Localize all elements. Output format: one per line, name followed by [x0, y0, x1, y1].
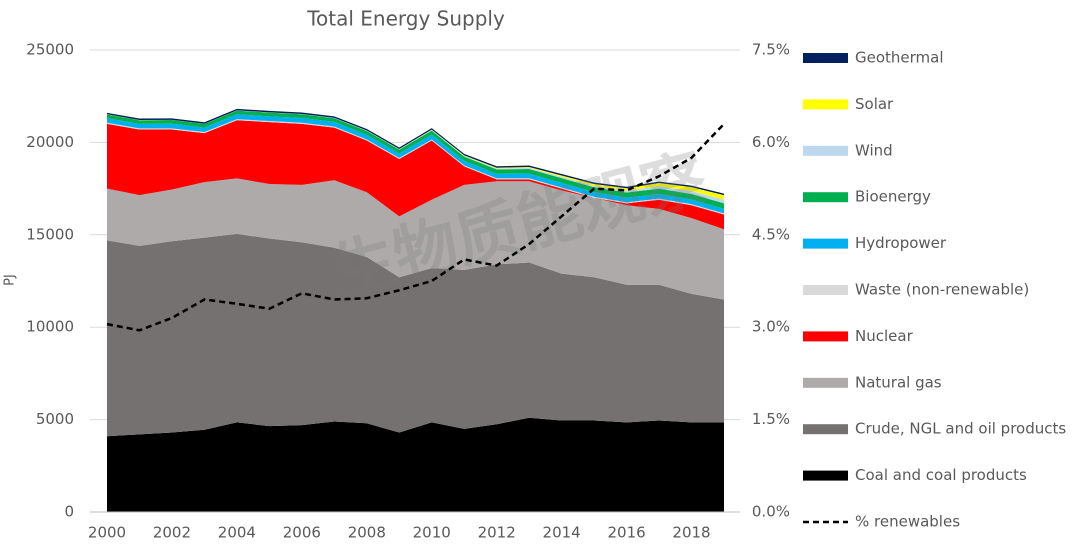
- legend-label: Wind: [855, 141, 893, 159]
- area: [107, 110, 724, 209]
- legend-swatch: [803, 53, 848, 63]
- y-axis-label: PJ: [3, 274, 18, 286]
- area: [107, 114, 724, 214]
- x-tick-label: 2016: [607, 524, 645, 542]
- y2-tick-label: 1.5%: [752, 410, 790, 428]
- legend-label: % renewables: [855, 513, 960, 531]
- legend-swatch: [803, 285, 848, 295]
- legend-label: Geothermal: [855, 49, 944, 67]
- x-tick-label: 2014: [543, 524, 581, 542]
- chart-title: Total Energy Supply: [306, 7, 505, 31]
- y2-tick-label: 3.0%: [752, 318, 790, 336]
- x-tick-label: 2002: [153, 524, 191, 542]
- area: [107, 120, 724, 230]
- y2-tick-label: 0.0%: [752, 503, 790, 521]
- x-tick-label: 2018: [672, 524, 710, 542]
- y2-tick-label: 6.0%: [752, 133, 790, 151]
- legend-swatch: [803, 424, 848, 435]
- legend-label: Nuclear: [855, 327, 914, 345]
- y2-tick-label: 7.5%: [752, 41, 790, 59]
- legend-label: Natural gas: [855, 373, 942, 391]
- legend-label: Solar: [855, 95, 894, 113]
- area: [107, 417, 724, 512]
- y-tick-label: 15000: [26, 225, 74, 243]
- legend-swatch: [803, 331, 848, 342]
- y-tick-label: 25000: [26, 41, 74, 59]
- legend-swatch: [803, 192, 848, 203]
- x-tick-label: 2004: [218, 524, 256, 542]
- line: [106, 123, 725, 332]
- legend-label: Waste (non-renewable): [855, 281, 1029, 299]
- legend-label: Crude, NGL and oil products: [855, 420, 1066, 438]
- legend-swatch: [803, 99, 848, 110]
- y2-tick-label: 4.5%: [752, 225, 790, 243]
- x-tick-label: 2006: [283, 524, 321, 542]
- legend-label: Bioenergy: [855, 188, 931, 206]
- legend-swatch: [803, 238, 848, 249]
- y-tick-label: 5000: [36, 410, 74, 428]
- legend-label: Coal and coal products: [855, 466, 1027, 484]
- x-tick-label: 2000: [88, 524, 126, 542]
- x-tick-label: 2008: [348, 524, 386, 542]
- area: [107, 233, 724, 437]
- legend-swatch: [803, 470, 848, 481]
- y-tick-label: 0: [64, 503, 74, 521]
- y-tick-label: 20000: [26, 133, 74, 151]
- area: [107, 110, 724, 204]
- x-tick-label: 2010: [413, 524, 451, 542]
- legend-swatch: [803, 377, 848, 388]
- y-tick-label: 10000: [26, 318, 74, 336]
- x-tick-label: 2012: [478, 524, 516, 542]
- legend-label: Hydropower: [855, 234, 947, 252]
- area: [107, 119, 724, 215]
- legend-swatch: [803, 145, 848, 156]
